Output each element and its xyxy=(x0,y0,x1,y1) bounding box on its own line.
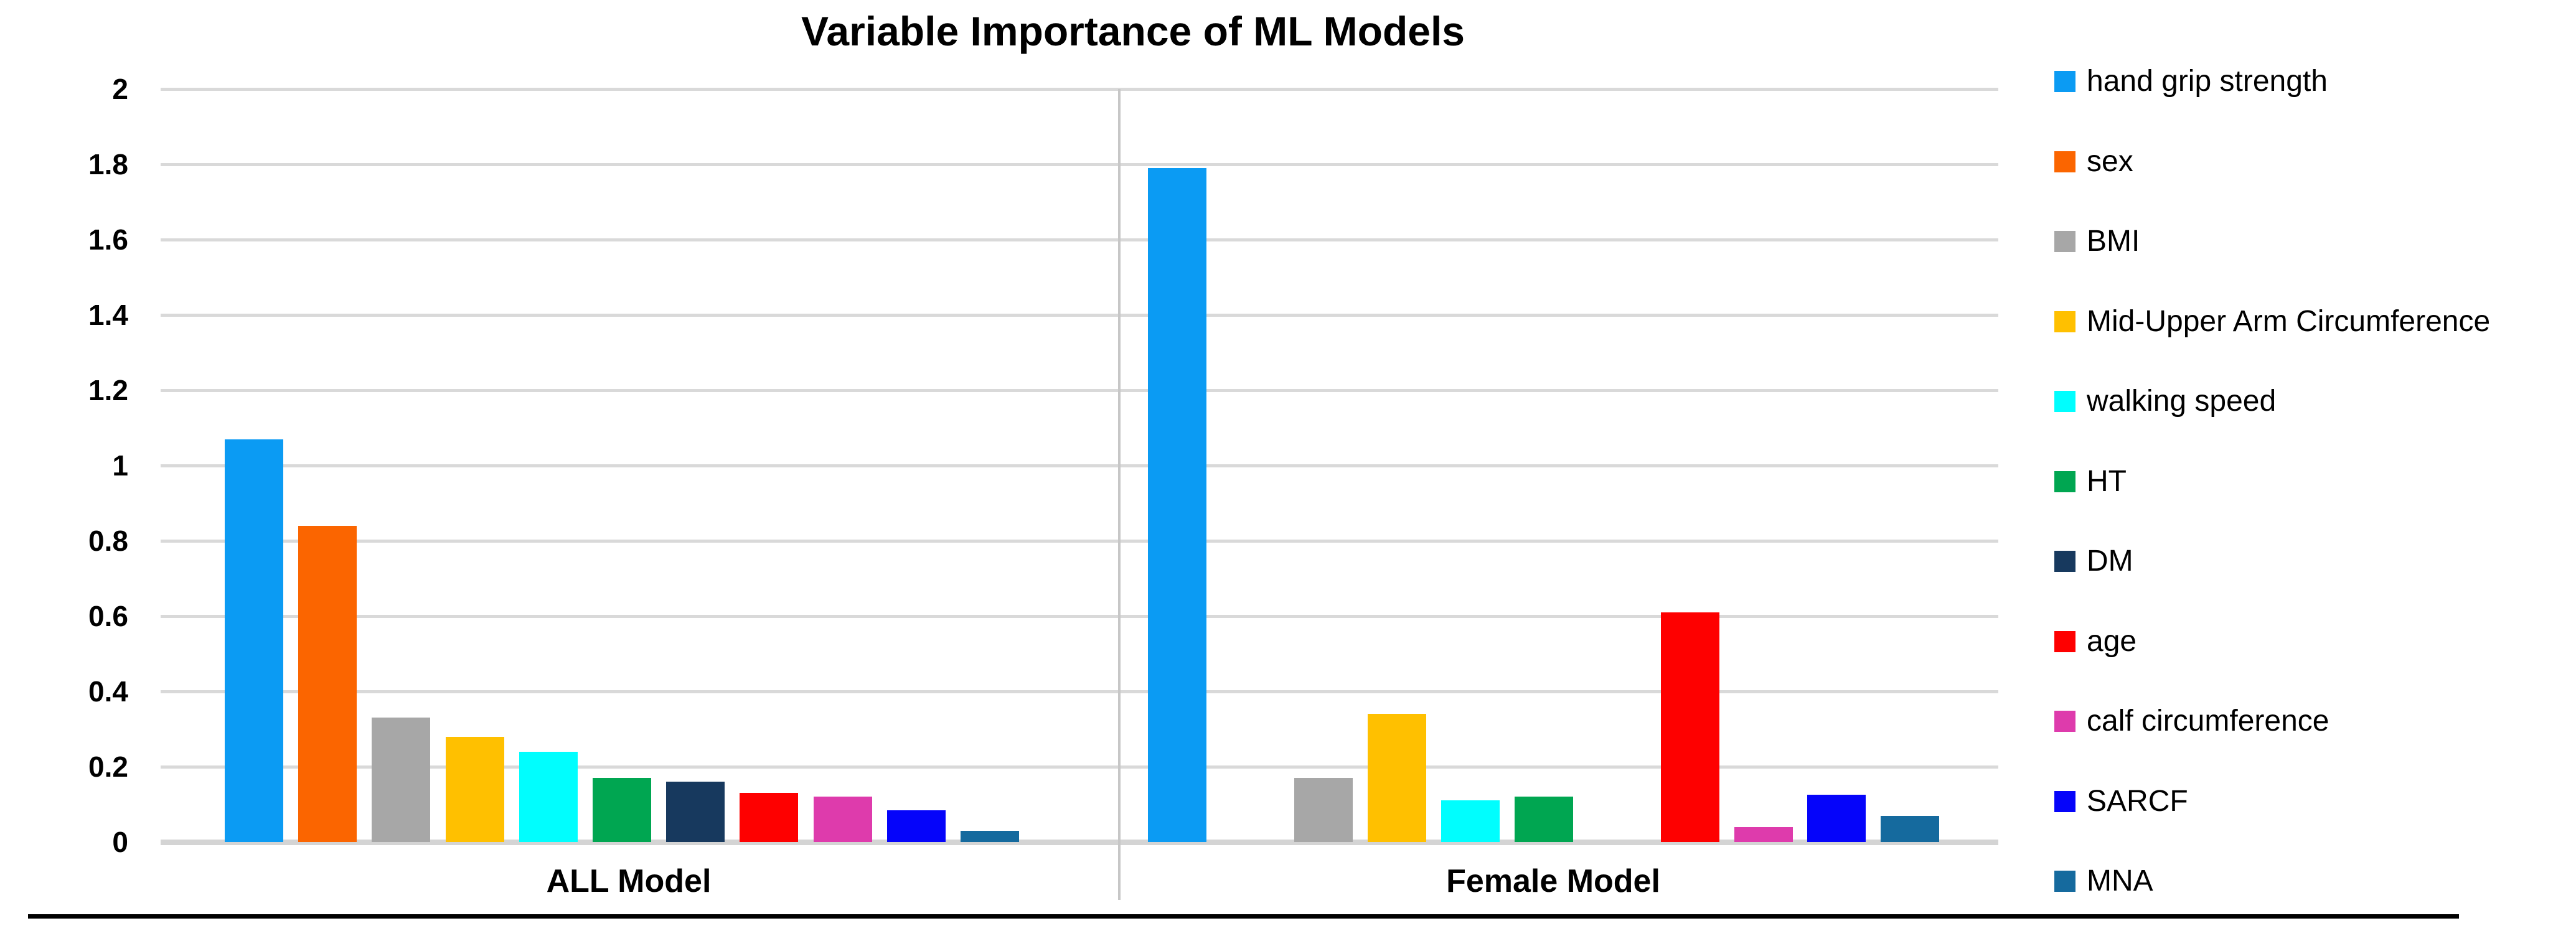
category-divider-line xyxy=(1118,89,1121,900)
gridline xyxy=(161,615,1998,618)
bar-sarcf-female-model xyxy=(1807,795,1866,842)
y-tick-label: 1.4 xyxy=(88,299,128,331)
y-tick-label: 1 xyxy=(112,449,128,482)
y-tick-label: 2 xyxy=(112,73,128,105)
legend-label: sex xyxy=(2087,145,2133,178)
bar-sarcf-all-model xyxy=(887,810,946,842)
gridline xyxy=(161,690,1998,693)
bar-age-female-model xyxy=(1661,612,1719,842)
legend-swatch-icon xyxy=(2054,711,2075,732)
bar-calf-circumference-female-model xyxy=(1734,827,1793,842)
gridline xyxy=(161,540,1998,543)
legend-swatch-icon xyxy=(2054,231,2075,252)
bar-bmi-female-model xyxy=(1294,778,1353,842)
gridline xyxy=(161,389,1998,392)
legend-swatch-icon xyxy=(2054,71,2075,92)
y-tick-label: 0.4 xyxy=(88,675,128,708)
y-tick-label: 0 xyxy=(112,826,128,858)
gridline xyxy=(161,314,1998,317)
category-label-all-model: ALL Model xyxy=(546,863,712,899)
gridline xyxy=(161,464,1998,467)
x-axis-line xyxy=(161,840,1998,845)
legend-swatch-icon xyxy=(2054,791,2075,812)
legend-label: age xyxy=(2087,625,2137,658)
bar-walking-speed-all-model xyxy=(519,752,578,842)
legend-label: HT xyxy=(2087,465,2127,498)
category-label-female-model: Female Model xyxy=(1446,863,1660,899)
y-tick-label: 1.2 xyxy=(88,374,128,406)
bar-ht-female-model xyxy=(1515,797,1573,842)
legend-swatch-icon xyxy=(2054,311,2075,332)
bar-age-all-model xyxy=(740,793,798,842)
chart-title: Variable Importance of ML Models xyxy=(801,8,1465,54)
gridline xyxy=(161,163,1998,166)
legend-label: Mid-Upper Arm Circumference xyxy=(2087,305,2491,338)
bar-bmi-all-model xyxy=(372,718,430,842)
bar-hand-grip-strength-all-model xyxy=(225,439,283,842)
y-tick-label: 1.8 xyxy=(88,148,128,180)
legend-swatch-icon xyxy=(2054,391,2075,412)
bar-mid-upper-arm-circumference-female-model xyxy=(1368,714,1426,842)
bar-mna-all-model xyxy=(961,831,1019,842)
legend-swatch-icon xyxy=(2054,151,2075,172)
legend-label: MNA xyxy=(2087,864,2153,897)
legend-label: SARCF xyxy=(2087,785,2188,818)
bar-calf-circumference-all-model xyxy=(814,797,872,842)
y-tick-label: 0.6 xyxy=(88,600,128,632)
y-tick-label: 0.2 xyxy=(88,751,128,783)
legend-label: BMI xyxy=(2087,225,2140,258)
y-tick-label: 0.8 xyxy=(88,525,128,557)
legend-label: DM xyxy=(2087,545,2133,578)
legend-swatch-icon xyxy=(2054,551,2075,572)
bar-ht-all-model xyxy=(593,778,651,842)
y-tick-label: 1.6 xyxy=(88,223,128,256)
gridline xyxy=(161,88,1998,91)
legend-label: walking speed xyxy=(2087,385,2277,418)
legend-swatch-icon xyxy=(2054,871,2075,892)
legend-swatch-icon xyxy=(2054,631,2075,652)
gridline xyxy=(161,765,1998,769)
bottom-border-line xyxy=(28,914,2459,919)
bar-dm-all-model xyxy=(666,782,725,842)
bar-mna-female-model xyxy=(1881,816,1939,842)
bar-sex-all-model xyxy=(298,526,357,842)
legend-label: calf circumference xyxy=(2087,704,2329,737)
gridline xyxy=(161,238,1998,241)
bar-mid-upper-arm-circumference-all-model xyxy=(446,737,504,842)
legend-swatch-icon xyxy=(2054,471,2075,492)
bar-walking-speed-female-model xyxy=(1441,800,1500,842)
legend-label: hand grip strength xyxy=(2087,65,2328,98)
bar-hand-grip-strength-female-model xyxy=(1148,168,1206,842)
